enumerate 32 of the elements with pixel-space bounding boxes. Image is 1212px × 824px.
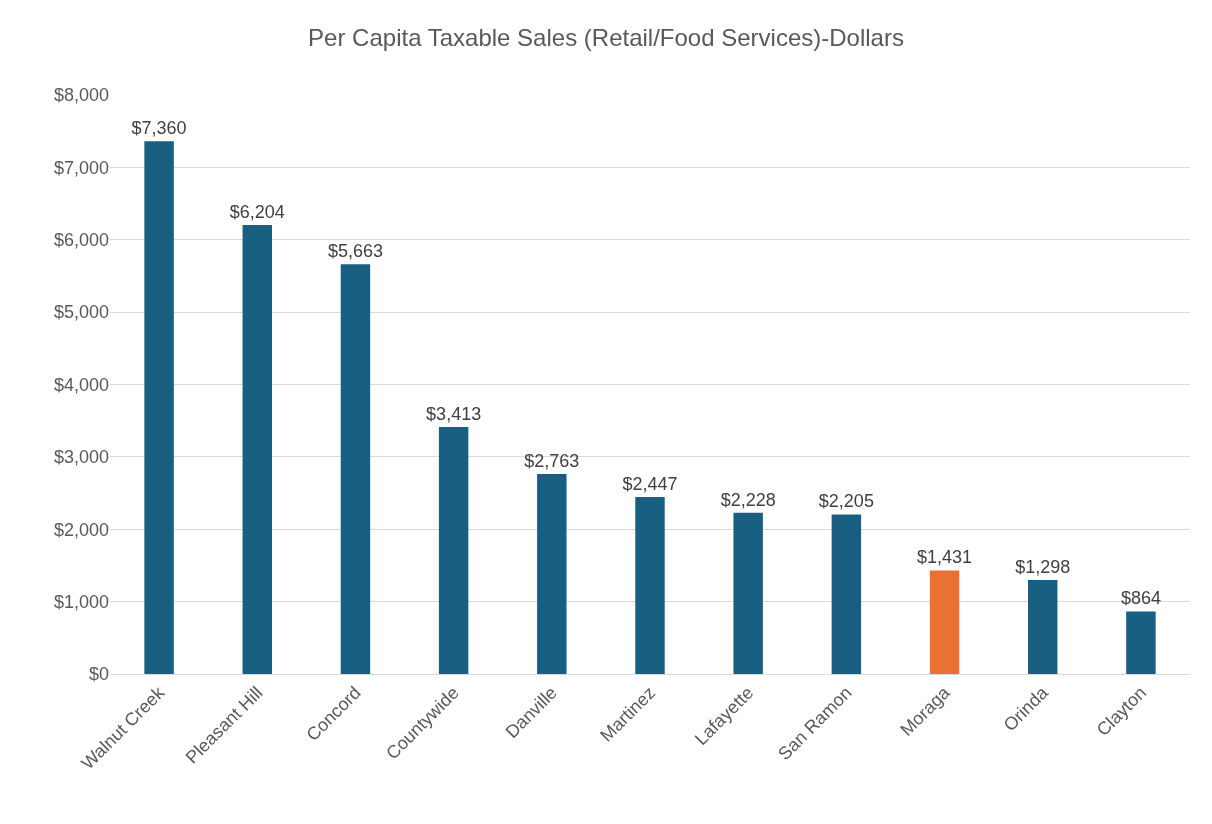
bar [1028, 580, 1058, 674]
bar [144, 141, 174, 674]
data-label: $3,413 [426, 403, 482, 424]
y-tick-label: $8,000 [53, 85, 109, 106]
data-label: $5,663 [327, 241, 383, 262]
data-label: $2,228 [720, 489, 776, 510]
y-tick-label: $5,000 [53, 302, 109, 323]
data-label: $2,447 [622, 473, 678, 494]
y-tick-label: $7,000 [53, 157, 109, 178]
y-tick-label: $3,000 [53, 447, 109, 468]
data-label: $2,763 [524, 451, 580, 472]
y-tick-label: $4,000 [53, 374, 109, 395]
bar [438, 426, 469, 674]
y-tick-label: $0 [88, 664, 109, 685]
data-label: $7,360 [131, 118, 187, 139]
bar [242, 224, 272, 674]
y-tick-label: $2,000 [53, 519, 109, 540]
data-label: $1,431 [917, 547, 973, 568]
data-label: $864 [1120, 588, 1161, 609]
bar [929, 570, 960, 674]
y-tick-label: $1,000 [53, 591, 109, 612]
y-tick-label: $6,000 [53, 230, 109, 251]
data-label: $1,298 [1015, 557, 1071, 578]
bar [635, 496, 665, 674]
bar [1126, 611, 1156, 674]
data-label: $2,205 [818, 491, 874, 512]
bar [340, 264, 371, 674]
chart-title: Per Capita Taxable Sales (Retail/Food Services)-Dollars [308, 23, 904, 51]
bar [537, 474, 567, 674]
bar [831, 514, 862, 674]
data-label: $6,204 [229, 201, 285, 222]
bar [733, 512, 763, 674]
